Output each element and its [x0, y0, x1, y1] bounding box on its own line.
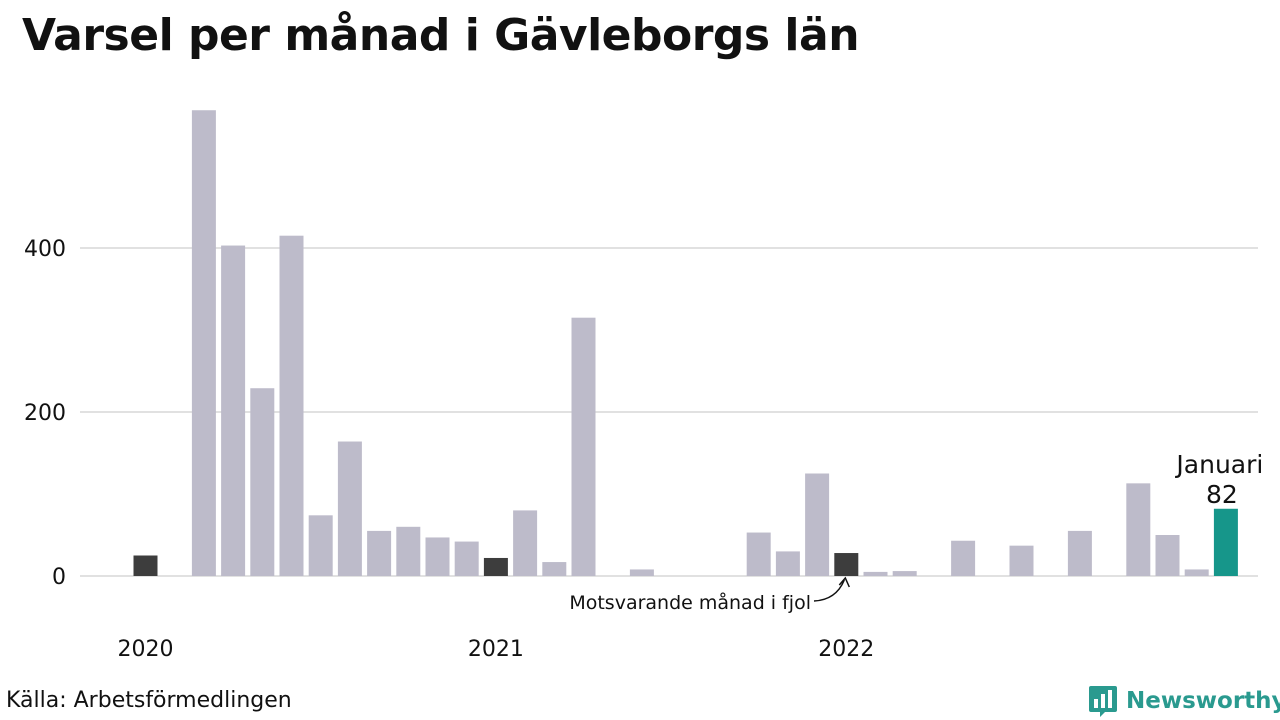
bar-2020-01: [133, 555, 158, 576]
bar-2020-11: [425, 537, 450, 576]
bar-2020-08: [337, 441, 362, 576]
bar-2021-03: [542, 562, 567, 576]
annotation-arrowhead: [838, 576, 850, 588]
y-tick-label: 0: [52, 565, 66, 590]
bar-2022-01: [834, 553, 859, 576]
bar-2022-11: [1126, 483, 1151, 576]
bar-2023-01: [1184, 569, 1209, 576]
bar-2022-07: [1009, 545, 1034, 576]
bar-2020-04: [221, 245, 246, 577]
brand-name: Newsworthy: [1126, 688, 1280, 714]
brand-logo[interactable]: Newsworthy: [1088, 684, 1280, 718]
bar-37: [1213, 508, 1238, 576]
bar-2021-10: [746, 532, 771, 576]
bar-2021-01: [483, 557, 508, 576]
x-year-label: 2020: [118, 637, 174, 662]
x-year-label: 2022: [818, 637, 874, 662]
y-tick-label: 200: [24, 401, 66, 426]
bar-2020-07: [308, 515, 333, 576]
bar-2022-03: [892, 571, 917, 576]
current-value-label: 82: [1206, 480, 1238, 509]
x-year-label: 2021: [468, 637, 524, 662]
bar-2022-12: [1155, 535, 1180, 576]
bar-2020-06: [279, 235, 304, 576]
bar-2021-06: [629, 569, 654, 576]
y-tick-label: 400: [24, 237, 66, 262]
bar-2020-05: [250, 388, 275, 576]
bar-2022-09: [1067, 530, 1092, 576]
bar-2021-12: [805, 473, 830, 576]
bar-2021-04: [571, 317, 596, 576]
bar-2020-03: [191, 110, 216, 577]
bar-chart-logo-icon: [1089, 686, 1117, 717]
source-note: Källa: Arbetsförmedlingen: [6, 688, 292, 713]
bar-2021-02: [513, 510, 538, 576]
bar-2022-02: [863, 571, 888, 576]
annotation-arrow: [813, 579, 845, 602]
bar-2021-11: [775, 551, 800, 576]
bar-2020-09: [367, 530, 392, 576]
bar-2020-10: [396, 526, 421, 576]
bar-2020-12: [454, 541, 479, 576]
chart-title: Varsel per månad i Gävleborgs län: [22, 10, 860, 61]
bar-2022-05: [951, 540, 976, 576]
prev-month-note: Motsvarande månad i fjol: [569, 591, 811, 614]
current-month-label: Januari: [1174, 450, 1263, 479]
